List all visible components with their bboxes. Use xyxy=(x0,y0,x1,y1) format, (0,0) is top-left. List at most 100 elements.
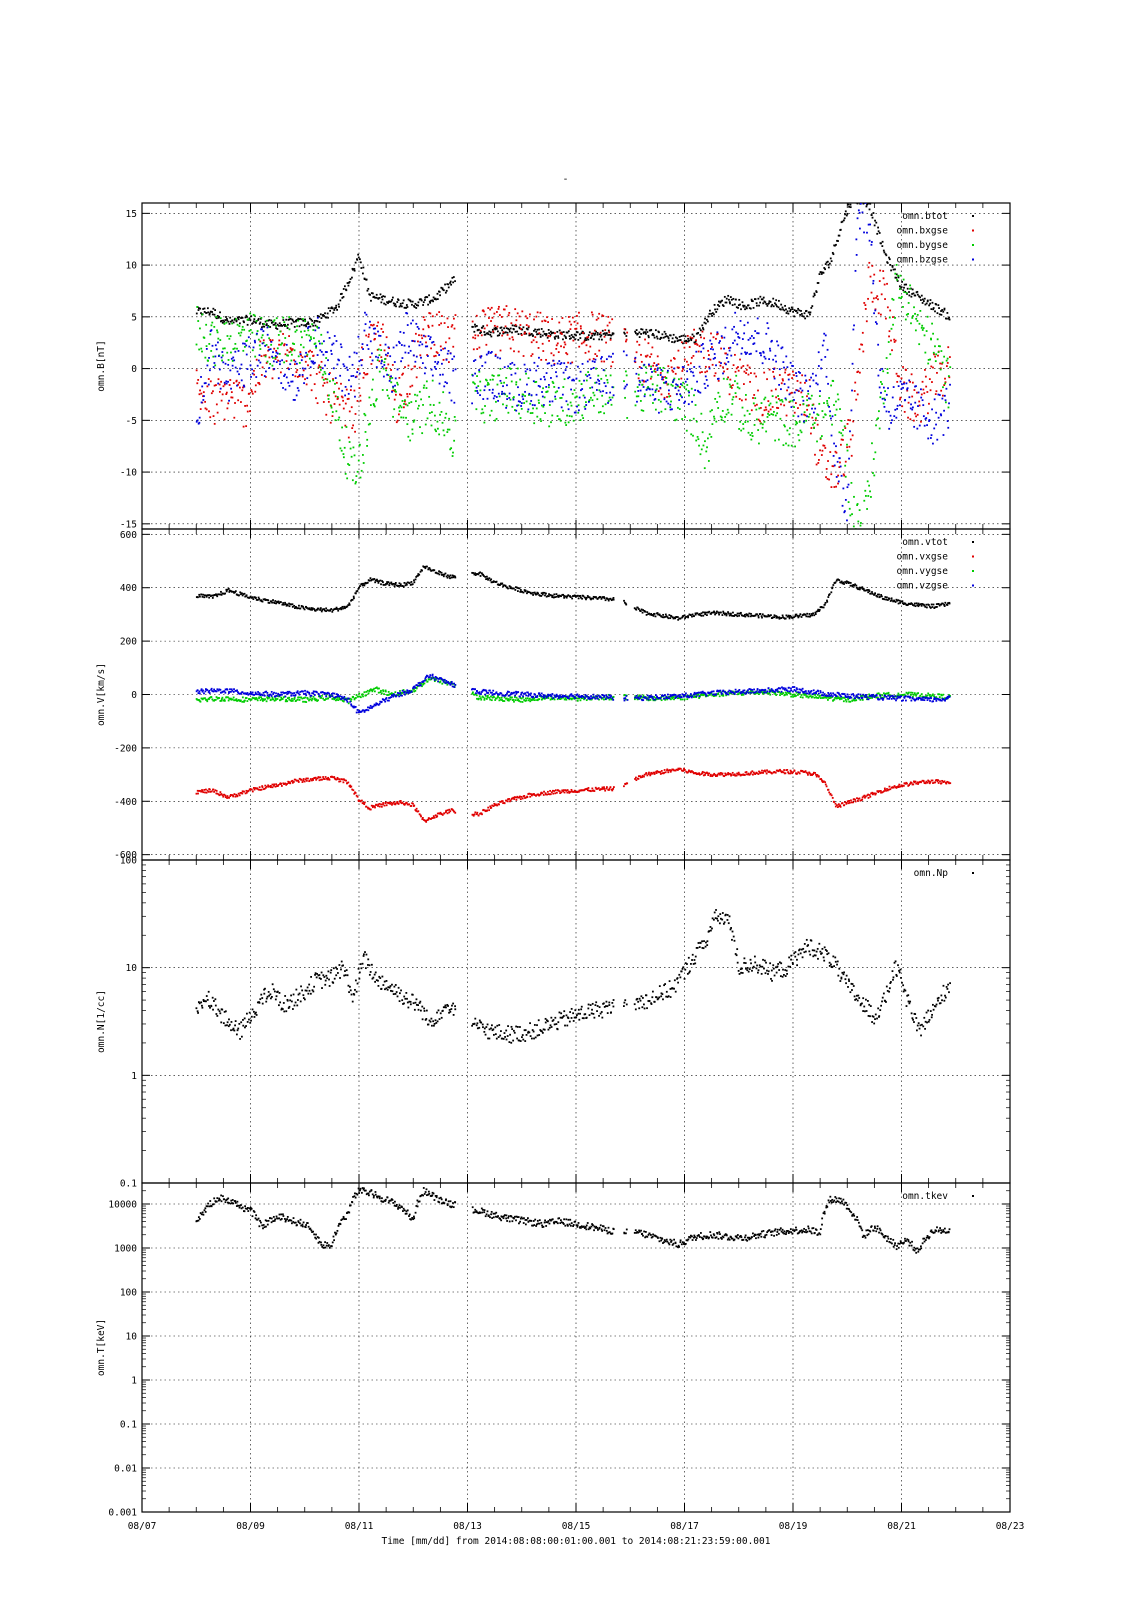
data-point xyxy=(863,500,865,502)
data-point xyxy=(638,331,640,333)
data-point xyxy=(359,258,361,260)
data-point xyxy=(446,382,448,384)
data-point xyxy=(307,329,309,331)
data-point xyxy=(889,353,891,355)
data-point xyxy=(507,365,509,367)
data-point xyxy=(490,578,492,580)
data-point xyxy=(871,244,873,246)
data-point xyxy=(916,291,918,293)
data-point xyxy=(856,254,858,256)
data-point xyxy=(762,362,764,364)
data-point xyxy=(231,391,233,393)
data-point xyxy=(234,793,236,795)
data-point xyxy=(879,369,881,371)
data-point xyxy=(890,415,892,417)
data-point xyxy=(820,368,822,370)
data-point xyxy=(723,378,725,380)
data-point xyxy=(578,409,580,411)
data-point xyxy=(226,318,228,320)
data-point xyxy=(212,356,214,358)
data-point xyxy=(325,378,327,380)
data-point xyxy=(582,332,584,334)
data-point xyxy=(816,291,818,293)
data-point xyxy=(224,384,226,386)
data-point xyxy=(686,361,688,363)
data-point xyxy=(715,338,717,340)
data-point xyxy=(688,391,690,393)
data-point xyxy=(925,417,927,419)
data-point xyxy=(876,596,878,598)
data-point xyxy=(426,380,428,382)
data-point xyxy=(738,428,740,430)
data-point xyxy=(444,417,446,419)
data-point xyxy=(410,401,412,403)
data-point xyxy=(910,403,912,405)
data-point xyxy=(300,779,302,781)
data-point xyxy=(474,334,476,336)
data-point xyxy=(197,320,199,322)
data-point xyxy=(693,355,695,357)
data-point xyxy=(376,366,378,368)
data-point xyxy=(379,360,381,362)
data-point xyxy=(272,599,274,601)
data-point xyxy=(552,382,554,384)
data-point xyxy=(234,402,236,404)
data-point xyxy=(339,778,341,780)
data-point xyxy=(872,282,874,284)
data-point xyxy=(573,337,575,339)
data-point xyxy=(360,267,362,269)
data-point xyxy=(406,802,408,804)
data-point xyxy=(601,356,603,358)
data-point xyxy=(427,417,429,419)
data-point xyxy=(766,305,768,307)
data-point xyxy=(323,340,325,342)
data-point xyxy=(732,399,734,401)
data-point xyxy=(699,334,701,336)
data-point xyxy=(554,596,556,598)
data-point xyxy=(408,402,410,404)
data-point xyxy=(702,331,704,333)
data-point xyxy=(857,521,859,523)
data-point xyxy=(411,385,413,387)
data-point xyxy=(706,379,708,381)
data-point xyxy=(342,606,344,608)
data-point xyxy=(585,352,587,354)
data-point xyxy=(399,342,401,344)
data-point xyxy=(334,403,336,405)
data-point xyxy=(718,305,720,307)
data-point xyxy=(366,314,368,316)
data-point xyxy=(639,380,641,382)
data-point xyxy=(437,352,439,354)
data-point xyxy=(701,615,703,617)
data-point xyxy=(873,280,875,282)
data-point xyxy=(253,787,255,789)
data-point xyxy=(827,460,829,462)
data-point xyxy=(846,444,848,446)
data-point xyxy=(747,410,749,412)
data-point xyxy=(401,344,403,346)
data-point xyxy=(389,378,391,380)
data-point xyxy=(899,404,901,406)
data-point xyxy=(869,208,871,210)
data-point xyxy=(659,367,661,369)
data-point xyxy=(566,353,568,355)
data-point xyxy=(491,410,493,412)
data-point xyxy=(325,357,327,359)
data-point xyxy=(806,395,808,397)
data-point xyxy=(637,386,639,388)
data-point xyxy=(578,346,580,348)
data-point xyxy=(753,402,755,404)
data-point xyxy=(452,281,454,283)
data-point xyxy=(927,363,929,365)
data-point xyxy=(806,315,808,317)
data-point xyxy=(887,368,889,370)
data-point xyxy=(324,371,326,373)
data-point xyxy=(535,381,537,383)
data-point xyxy=(520,324,522,326)
data-point xyxy=(515,324,517,326)
data-point xyxy=(241,379,243,381)
data-point xyxy=(776,402,778,404)
data-point xyxy=(237,324,239,326)
data-point xyxy=(838,579,840,581)
data-point xyxy=(605,375,607,377)
